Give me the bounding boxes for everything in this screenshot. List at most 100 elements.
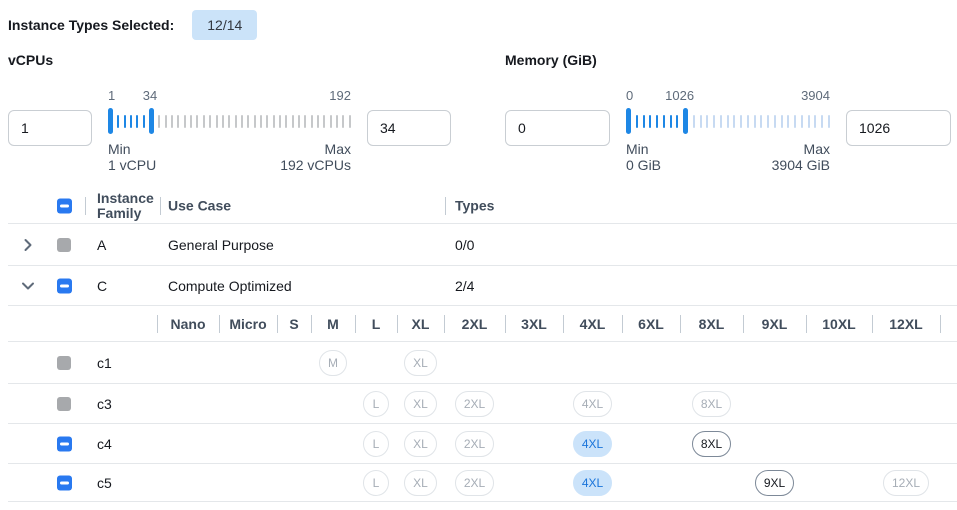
memory-max-caption: Max <box>803 141 830 157</box>
vcpus-max-input[interactable] <box>367 110 451 146</box>
slider-tick <box>713 114 715 128</box>
vcpus-scale-high: 34 <box>142 88 158 103</box>
slider-tick <box>719 114 722 128</box>
size-column-header-m: M <box>311 306 355 342</box>
instance-c1-checkbox-disabled <box>57 356 71 370</box>
instance-row-c1: c1 M XL <box>0 342 957 384</box>
size-column-label: 6XL <box>638 316 664 332</box>
memory-min-input[interactable] <box>505 110 610 146</box>
size-pill-l-unavailable: L <box>363 431 389 457</box>
size-pill-9xl-available[interactable]: 9XL <box>754 470 795 496</box>
slider-handle[interactable] <box>683 108 688 134</box>
size-column-separator <box>277 315 278 333</box>
slider-tick <box>123 114 126 128</box>
slider-tick <box>272 114 275 128</box>
size-column-label: 9XL <box>761 316 788 332</box>
slider-handle[interactable] <box>149 108 155 134</box>
size-pill-cell: 2XL <box>444 384 505 424</box>
memory-slider-track[interactable] <box>626 107 830 135</box>
size-pill-cell: L <box>355 384 397 424</box>
slider-handle[interactable] <box>108 108 113 134</box>
instance-name: c4 <box>97 436 112 452</box>
size-pill-4xl-selected[interactable]: 4XL <box>572 470 613 496</box>
chevron-right-icon[interactable] <box>20 237 36 253</box>
size-pill-8xl-available[interactable]: 8XL <box>691 431 732 457</box>
select-all-checkbox-indeterminate[interactable] <box>57 198 72 214</box>
use-case: General Purpose <box>168 237 274 253</box>
slider-tick <box>342 114 345 128</box>
memory-scale-high: 1026 <box>665 88 695 103</box>
slider-tick <box>676 114 679 128</box>
size-column-header-s: S <box>277 306 311 342</box>
size-column-separator <box>872 315 873 333</box>
vcpus-scale-low: 1 <box>108 88 116 103</box>
vcpus-min-detail: 1 vCPU <box>108 157 157 173</box>
memory-title: Memory (GiB) <box>505 52 597 68</box>
slider-tick <box>699 114 702 128</box>
size-pill-cell: 9XL <box>743 464 806 502</box>
size-pill-cell: 8XL <box>680 384 743 424</box>
instance-c3-checkbox-disabled <box>57 397 71 411</box>
slider-tick <box>209 114 212 128</box>
slider-tick <box>656 114 658 128</box>
size-column-separator <box>743 315 744 333</box>
slider-tick <box>760 114 763 128</box>
slider-tick <box>136 114 139 128</box>
selected-count-label: Instance Types Selected: <box>8 17 175 33</box>
family-name: C <box>97 278 108 294</box>
instance-c4-checkbox-indeterminate[interactable] <box>57 436 72 452</box>
family-row-a: A General Purpose 0/0 <box>0 224 957 266</box>
slider-tick <box>142 114 145 128</box>
size-pill-cell: M <box>311 342 355 384</box>
instance-c5-checkbox-indeterminate[interactable] <box>57 475 72 491</box>
family-row-c: C Compute Optimized 2/4 <box>0 266 957 306</box>
slider-tick <box>706 114 709 128</box>
slider-tick <box>317 114 319 128</box>
slider-tick <box>787 114 790 128</box>
size-pill-cell: 2XL <box>444 424 505 464</box>
slider-tick <box>692 114 695 128</box>
vcpus-max-caption: Max <box>324 141 351 157</box>
size-pill-12xl-unavailable: 12XL <box>882 470 930 496</box>
memory-slider: 0 1026 3904 Min 0 GiB Max 3904 GiB <box>626 88 830 173</box>
slider-tick <box>733 114 736 128</box>
vcpus-title: vCPUs <box>8 52 54 68</box>
size-column-header-10xl: 10XL <box>806 306 872 342</box>
vcpus-max-detail: 192 vCPUs <box>280 157 351 173</box>
vcpus-filter-panel: vCPUs 1 34 192 Min 1 vCPU Max 192 <box>8 52 451 173</box>
size-pill-cell: XL <box>397 342 444 384</box>
size-column-separator <box>563 315 564 333</box>
memory-max-detail: 3904 GiB <box>771 157 830 173</box>
slider-tick <box>310 114 313 128</box>
size-column-header-micro: Micro <box>219 306 277 342</box>
size-column-separator <box>622 315 623 333</box>
size-column-separator <box>397 315 398 333</box>
chevron-down-icon[interactable] <box>20 278 36 294</box>
memory-max-input[interactable] <box>846 110 951 146</box>
slider-tick <box>196 114 199 128</box>
slider-handle[interactable] <box>626 108 631 134</box>
instance-family-table: Instance Family Use Case Types A General Pur… <box>0 188 957 502</box>
size-column-label: S <box>289 316 299 332</box>
size-column-separator <box>505 315 506 333</box>
slider-tick <box>304 114 307 128</box>
size-column-header-4xl: 4XL <box>563 306 622 342</box>
column-separator <box>85 197 86 215</box>
family-c-checkbox-indeterminate[interactable] <box>57 278 72 294</box>
types-count: 0/0 <box>455 237 475 253</box>
size-pill-cell: 12XL <box>872 464 940 502</box>
instance-row-c5: c5 L XL 2XL 4XL 9XL 12XL <box>0 464 957 502</box>
slider-tick <box>329 114 332 128</box>
slider-tick <box>780 114 783 128</box>
vcpus-min-input[interactable] <box>8 110 92 146</box>
size-pill-4xl-selected[interactable]: 4XL <box>572 431 613 457</box>
slider-tick <box>285 114 288 128</box>
memory-scale-labels: 0 1026 3904 <box>626 88 830 104</box>
slider-tick <box>662 114 665 128</box>
column-separator <box>445 197 446 215</box>
size-pill-cell: 4XL <box>563 384 622 424</box>
vcpus-scale-labels: 1 34 192 <box>108 88 351 104</box>
size-pill-xl-unavailable: XL <box>404 350 437 376</box>
size-pill-cell: XL <box>397 424 444 464</box>
vcpus-slider-track[interactable] <box>108 107 351 135</box>
